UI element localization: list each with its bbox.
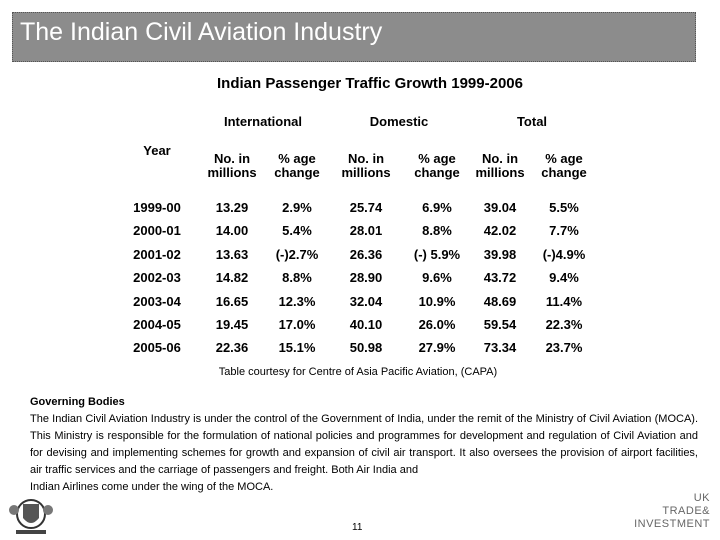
table-cell: 39.04 <box>483 200 517 215</box>
table-cell: (-) 5.9% <box>413 246 461 262</box>
logo: UK TRADE& INVESTMENT <box>634 492 710 531</box>
table-cell: (-)2.7% <box>275 246 319 262</box>
column-header: Year <box>143 143 171 158</box>
row-header: 2000-01 <box>133 223 181 239</box>
table-cell: 26.36 <box>349 246 383 262</box>
table-cell: 12.3% <box>278 293 316 309</box>
table-cell: 23.7% <box>545 340 583 356</box>
table-cell: 8.8% <box>282 270 312 286</box>
table-cell: 7.7% <box>549 223 579 239</box>
table-cell: 43.72 <box>483 270 517 286</box>
table-cell: 32.04 <box>349 293 383 309</box>
table-cell: 10.9% <box>418 293 456 309</box>
table-cell: 8.8% <box>422 223 452 239</box>
title-bar <box>12 12 696 62</box>
column-header: % age change <box>541 151 587 180</box>
logo-line: TRADE& <box>662 505 710 517</box>
section-heading: Governing Bodies <box>30 396 125 408</box>
row-header: 2003-04 <box>133 293 181 309</box>
table-cell: 22.3% <box>545 317 583 332</box>
table-cell: 48.69 <box>483 293 517 309</box>
table-title: Indian Passenger Traffic Growth 1999-200… <box>217 75 523 92</box>
paragraph-end: Indian Airlines come under the wing of t… <box>30 481 274 493</box>
table-cell: 28.90 <box>349 270 383 286</box>
logo-line: INVESTMENT <box>634 518 710 530</box>
column-header: % age change <box>274 151 320 180</box>
table-cell: 15.1% <box>278 340 316 356</box>
table-cell: 39.98 <box>483 246 517 262</box>
table-cell: 6.9% <box>422 200 452 215</box>
table-cell: 50.98 <box>349 340 383 356</box>
table-cell: 40.10 <box>349 317 383 332</box>
table-caption: Table courtesy for Centre of Asia Pacifi… <box>218 366 498 378</box>
table-cell: 27.9% <box>418 340 456 356</box>
row-header: 2004-05 <box>133 317 181 332</box>
page-number: 11 <box>352 522 363 533</box>
table-cell: 11.4% <box>545 293 583 309</box>
table-cell: 19.45 <box>215 317 249 332</box>
crest <box>9 499 53 534</box>
slide-title: The Indian Civil Aviation Industry <box>20 18 383 46</box>
table-cell: 13.63 <box>215 246 249 262</box>
table-cell: 28.01 <box>349 223 383 239</box>
table-cell: 59.54 <box>483 317 517 332</box>
row-header: 2002-03 <box>133 270 181 286</box>
table-cell: 14.00 <box>215 223 249 239</box>
table-cell: 9.4% <box>549 270 579 286</box>
table-cell: 22.36 <box>215 340 249 356</box>
table-cell: 5.4% <box>282 223 312 239</box>
table-cell: 42.02 <box>483 223 517 239</box>
table-cell: 25.74 <box>349 200 383 215</box>
group-header: International <box>223 114 303 129</box>
table-cell: 13.29 <box>215 200 249 215</box>
group-header: Total <box>516 114 548 129</box>
row-header: 2005-06 <box>133 340 181 356</box>
table-cell: 17.0% <box>278 317 316 332</box>
table-cell: 14.82 <box>215 270 249 286</box>
group-header: Domestic <box>369 114 429 129</box>
row-header: 2001-02 <box>133 246 181 262</box>
row-header: 1999-00 <box>133 200 181 215</box>
column-header: No. in millions <box>341 151 391 180</box>
table-cell: 2.9% <box>282 200 312 215</box>
table-cell: 5.5% <box>549 200 579 215</box>
table-cell: 73.34 <box>483 340 517 356</box>
table-cell: 16.65 <box>215 293 249 309</box>
table-cell: 26.0% <box>418 317 456 332</box>
table-cell: (-)4.9% <box>542 246 586 262</box>
column-header: % age change <box>414 151 460 180</box>
paragraph: The Indian Civil Aviation Industry is un… <box>30 413 698 476</box>
column-header: No. in millions <box>475 151 525 180</box>
table-cell: 9.6% <box>422 270 452 286</box>
column-header: No. in millions <box>207 151 257 180</box>
logo-line: UK <box>693 492 710 504</box>
